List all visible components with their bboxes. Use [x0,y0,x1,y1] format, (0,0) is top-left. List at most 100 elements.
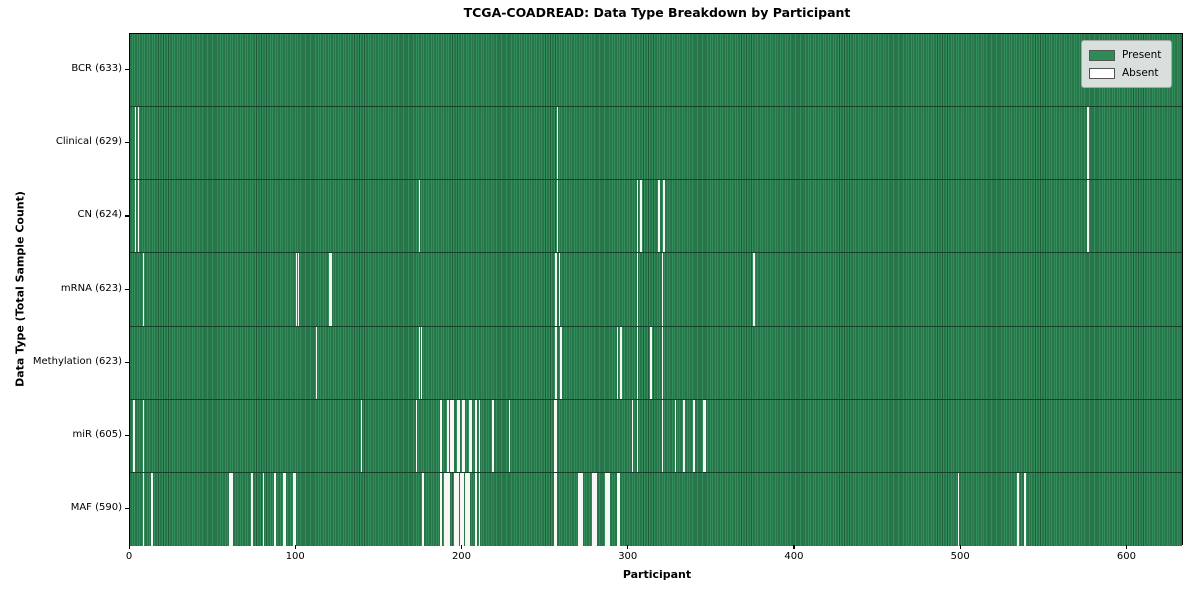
absent-stripe [591,472,594,546]
x-tick-mark [460,545,463,549]
absent-stripe [560,326,562,399]
absent-stripe [452,399,454,472]
absent-stripe [606,472,609,546]
x-axis-label: Participant [622,568,692,581]
absent-stripe [465,472,467,546]
absent-stripe [661,253,664,326]
y-tick-label-bcr: BCR (633) [71,63,122,75]
absent-stripe [558,253,561,326]
absent-stripe [693,399,695,472]
absent-stripe [580,472,582,546]
absent-stripe [415,399,418,472]
legend-label-absent: Absent [1122,67,1159,79]
y-tick-mark [125,288,129,290]
absent-stripe [475,472,477,546]
absent-stripe [420,326,423,399]
absent-stripe [555,399,557,472]
absent-stripe [616,472,619,546]
legend-item-absent: Absent [1089,64,1164,82]
absent-stripe [649,326,652,399]
absent-stripe [478,399,481,472]
x-tick-mark [793,545,795,549]
absent-stripe [1017,472,1019,546]
absent-stripe [445,472,448,546]
absent-stripe [475,399,477,472]
absent-stripe [418,326,421,399]
heatmap-row-methylation [130,326,1182,400]
absent-stripe [450,399,453,472]
absent-stripe [142,399,145,472]
x-tick-label-100: 100 [285,551,305,562]
absent-stripe [142,472,145,546]
absent-stripe [137,180,140,253]
absent-stripe [553,472,556,546]
y-tick-mark [125,142,129,144]
absent-stripe [440,399,443,472]
absent-stripe [250,472,253,546]
absent-stripe [132,399,135,472]
absent-stripe [478,472,481,546]
absent-stripe [1024,472,1026,546]
y-tick-mark [125,434,129,436]
y-tick-mark [125,361,129,363]
absent-stripe [447,399,449,472]
absent-stripe [470,399,472,472]
y-tick-mark [125,215,129,217]
y-tick-label-cn: CN (624) [77,209,122,221]
present-swatch-icon [1089,49,1115,61]
absent-stripe [468,399,471,472]
absent-stripe [636,253,639,326]
chart-title: TCGA-COADREAD: Data Type Breakdown by Pa… [463,5,851,20]
y-tick-label-mir: miR (605) [72,428,122,440]
absent-stripe [753,253,755,326]
x-tick-label-200: 200 [451,551,472,562]
absent-stripe [457,399,459,472]
absent-stripe [460,472,462,546]
absent-stripe [663,180,665,253]
absent-stripe [555,326,557,399]
heatmap-row-mir [130,399,1182,473]
absent-stripe [151,472,153,546]
absent-stripe [704,399,707,472]
absent-stripe [229,472,231,546]
absent-stripe [295,253,298,326]
absent-stripe [448,472,451,546]
absent-stripe [620,326,622,399]
heatmap-row-mrna [130,253,1182,327]
absent-stripe [231,472,233,546]
absent-stripe [294,472,296,546]
absent-stripe [1087,180,1089,253]
heatmap-row-bcr [130,34,1182,108]
absent-stripe [661,326,664,399]
absent-stripe [618,472,620,546]
absent-stripe [508,399,511,472]
absent-stripe [455,472,458,546]
y-tick-label-mrna: mRNA (623) [60,282,122,294]
x-tick-label-600: 600 [1116,551,1137,562]
absent-stripe [555,253,557,326]
absent-stripe [581,472,584,546]
x-tick-mark [627,545,629,549]
absent-stripe [457,472,459,546]
absent-stripe [467,472,469,546]
absent-stripe [134,180,137,253]
absent-stripe [957,472,960,546]
heatmap-row-clinical [130,107,1182,181]
absent-stripe [658,180,660,253]
absent-stripe [447,472,449,546]
absent-stripe [608,472,610,546]
x-tick-mark [959,545,961,549]
y-tick-label-maf: MAF (590) [70,501,122,513]
absent-stripe [462,399,464,472]
absent-stripe [553,399,556,472]
absent-stripe [631,399,634,472]
absent-stripe [262,472,265,546]
absent-stripe [578,472,581,546]
absent-stripe [639,180,642,253]
heatmap-row-maf [130,472,1182,546]
legend-label-present: Present [1122,49,1162,61]
absent-stripe [1087,107,1089,180]
absent-stripe [292,472,295,546]
absent-stripe [330,253,333,326]
absent-stripe [458,399,461,472]
